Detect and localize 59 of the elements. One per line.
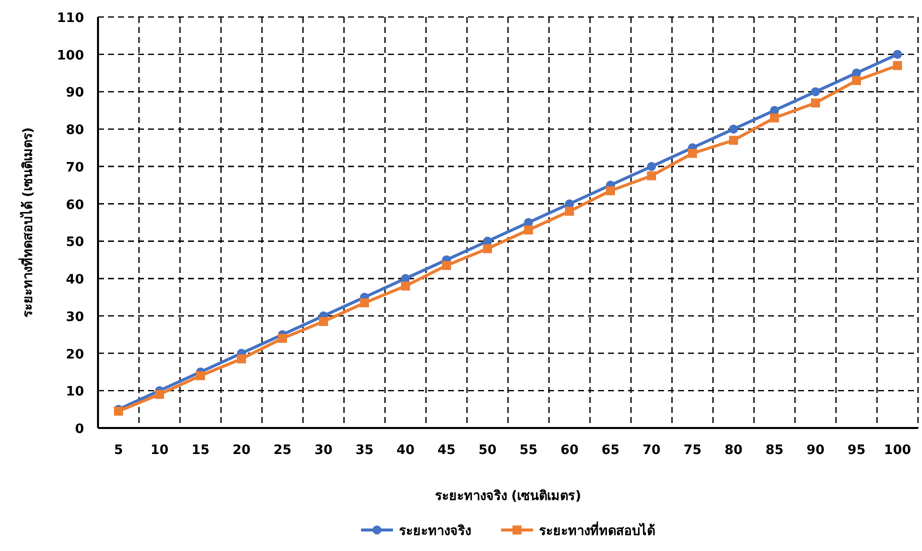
point [770,113,779,122]
y-tick-label: 0 [74,422,84,437]
point [688,148,697,158]
y-axis-title: ระยะทางที่ทดสอบได้ (เซนติเมตร) [18,127,36,318]
point [401,282,410,291]
x-tick-label: 60 [560,443,579,458]
x-tick-label: 55 [519,443,538,458]
x-tick-label: 35 [355,443,374,458]
point [360,298,369,308]
point [524,225,533,234]
point [893,61,902,70]
x-tick-label: 85 [765,443,784,458]
x-tick-label: 100 [884,443,912,458]
point [811,87,820,96]
x-tick-label: 40 [396,443,415,458]
y-tick-label: 50 [66,235,84,250]
y-tick-label: 10 [66,384,84,400]
x-tick-label: 95 [847,443,866,458]
x-tick-label: 65 [601,443,620,458]
x-tick-label: 70 [642,443,661,458]
x-tick-label: 50 [478,443,497,458]
point [442,260,451,270]
x-tick-label: 25 [273,443,292,458]
point [565,206,574,216]
y-tick-label: 40 [66,272,84,288]
y-tick-label: 70 [66,160,84,176]
y-tick-label: 100 [56,48,84,64]
x-tick-label: 90 [806,443,825,458]
point [155,390,164,399]
y-tick-label: 20 [66,347,84,362]
x-tick-label: 80 [724,443,743,458]
x-tick-label: 45 [437,443,456,458]
point [893,50,902,59]
point [811,98,820,108]
point [647,171,656,180]
x-tick-label: 15 [191,443,210,458]
x-axis-title: ระยะทางจริง (เซนติเมตร) [434,489,582,504]
x-tick-label: 30 [314,443,333,458]
point [196,371,205,380]
point [319,317,328,326]
legend-label: ระยะทางที่ทดสอบได้ [539,521,655,539]
x-tick-label: 75 [683,443,702,458]
x-tick-label: 20 [232,443,251,458]
y-tick-label: 80 [66,123,84,138]
y-tick-label: 30 [66,310,84,325]
point [729,124,738,134]
point [483,244,492,254]
point [852,76,861,86]
legend-label: ระยะทางจริง [399,524,471,539]
x-tick-label: 10 [150,443,169,458]
y-tick-label: 60 [66,198,84,213]
point [606,186,615,196]
point [729,136,738,145]
x-tick-label: 5 [114,443,124,458]
y-tick-label: 90 [66,86,84,101]
point [237,354,246,364]
point [278,334,287,343]
point [647,162,656,171]
y-tick-label: 110 [56,11,84,26]
